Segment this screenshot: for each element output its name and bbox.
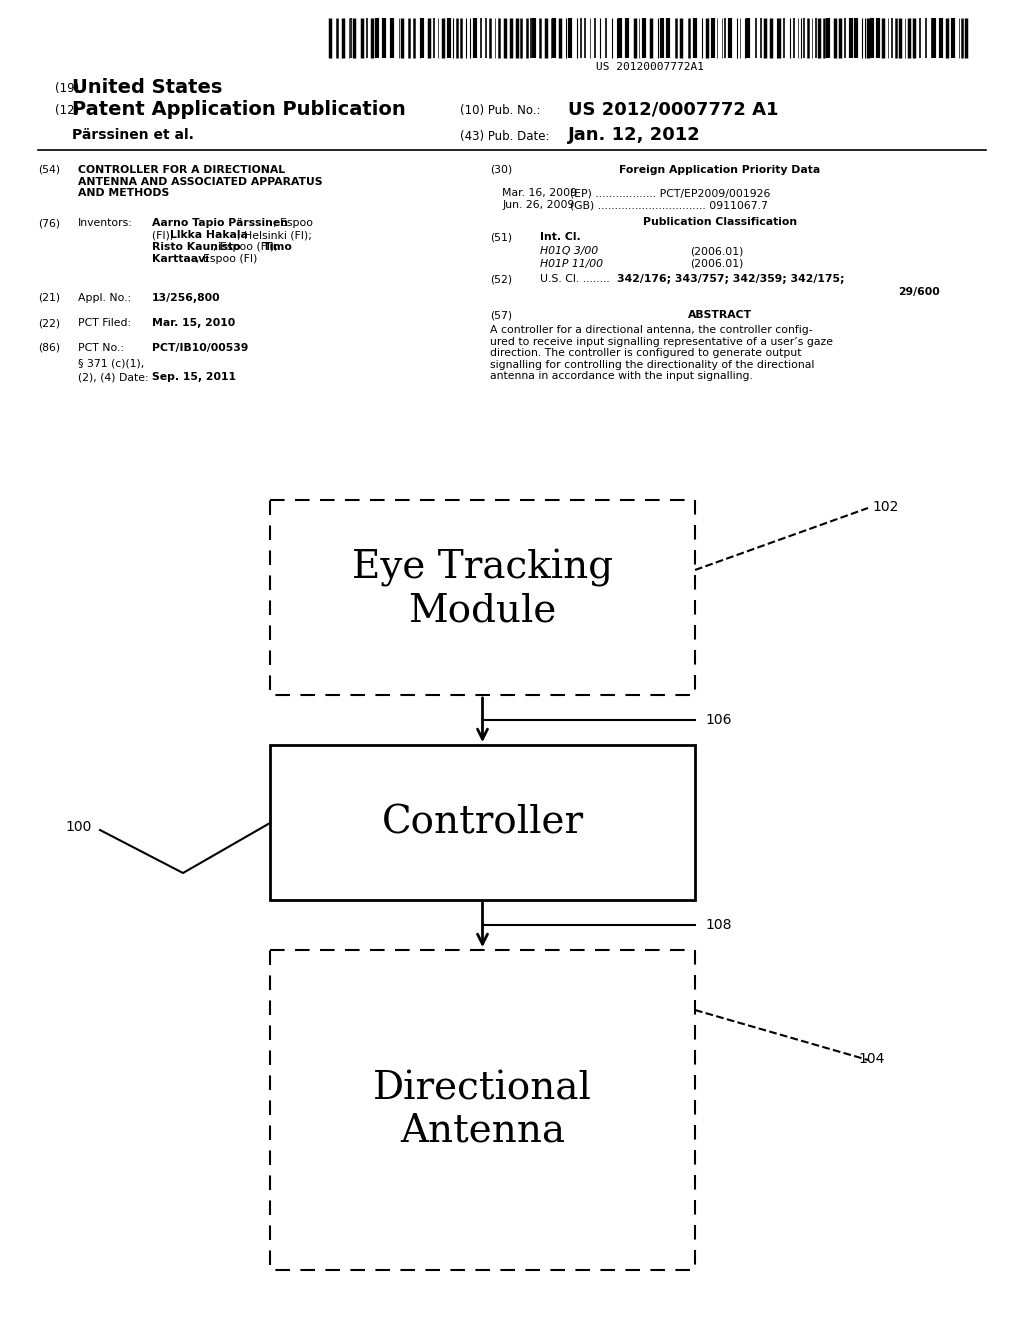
Text: (12): (12) <box>55 104 79 117</box>
Text: , Espoo: , Espoo <box>273 218 313 228</box>
Text: (EP) .................. PCT/EP2009/001926: (EP) .................. PCT/EP2009/00192… <box>570 187 770 198</box>
Text: (51): (51) <box>490 232 512 242</box>
Text: (21): (21) <box>38 293 60 304</box>
Text: (30): (30) <box>490 165 512 176</box>
Text: (22): (22) <box>38 318 60 327</box>
Text: Foreign Application Priority Data: Foreign Application Priority Data <box>620 165 820 176</box>
Text: Appl. No.:: Appl. No.: <box>78 293 131 304</box>
Text: H01P 11/00: H01P 11/00 <box>540 259 603 269</box>
Text: Eye Tracking
Module: Eye Tracking Module <box>352 549 613 630</box>
Text: United States: United States <box>72 78 222 96</box>
Text: 100: 100 <box>65 820 91 834</box>
Text: PCT No.:: PCT No.: <box>78 343 124 352</box>
Text: (76): (76) <box>38 218 60 228</box>
Text: H01Q 3/00: H01Q 3/00 <box>540 246 598 256</box>
Text: Directional
Antenna: Directional Antenna <box>373 1071 592 1150</box>
Text: Publication Classification: Publication Classification <box>643 216 797 227</box>
Text: PCT/IB10/00539: PCT/IB10/00539 <box>152 343 249 352</box>
Text: (86): (86) <box>38 343 60 352</box>
Text: , Helsinki (FI);: , Helsinki (FI); <box>237 230 312 240</box>
Bar <box>270 500 695 696</box>
Text: CONTROLLER FOR A DIRECTIONAL
ANTENNA AND ASSOCIATED APPARATUS
AND METHODS: CONTROLLER FOR A DIRECTIONAL ANTENNA AND… <box>78 165 323 198</box>
Text: 13/256,800: 13/256,800 <box>152 293 220 304</box>
Text: Karttaavi: Karttaavi <box>152 253 209 264</box>
Text: Controller: Controller <box>381 804 584 841</box>
Text: Patent Application Publication: Patent Application Publication <box>72 100 406 119</box>
Text: Llkka Hakala: Llkka Hakala <box>170 230 248 240</box>
Text: Jan. 12, 2012: Jan. 12, 2012 <box>568 125 700 144</box>
Text: (57): (57) <box>490 310 512 319</box>
Text: 342/176; 343/757; 342/359; 342/175;: 342/176; 343/757; 342/359; 342/175; <box>617 275 845 284</box>
Text: US 2012/0007772 A1: US 2012/0007772 A1 <box>568 100 778 117</box>
Text: (54): (54) <box>38 165 60 176</box>
Text: (2), (4) Date:: (2), (4) Date: <box>78 372 148 381</box>
Text: (19): (19) <box>55 82 79 95</box>
Text: 108: 108 <box>705 917 731 932</box>
Text: (43) Pub. Date:: (43) Pub. Date: <box>460 129 550 143</box>
Text: Mar. 16, 2009: Mar. 16, 2009 <box>502 187 577 198</box>
Text: , Espoo (FI);: , Espoo (FI); <box>213 242 282 252</box>
Text: 102: 102 <box>872 500 898 513</box>
Text: Pärssinen et al.: Pärssinen et al. <box>72 128 194 143</box>
Text: § 371 (c)(1),: § 371 (c)(1), <box>78 358 144 368</box>
Text: , Espoo (FI): , Espoo (FI) <box>196 253 257 264</box>
Text: (2006.01): (2006.01) <box>690 246 743 256</box>
Text: (2006.01): (2006.01) <box>690 259 743 269</box>
Text: (52): (52) <box>490 275 512 284</box>
Text: Jun. 26, 2009: Jun. 26, 2009 <box>502 201 574 210</box>
Text: 29/600: 29/600 <box>898 286 940 297</box>
Text: A controller for a directional antenna, the controller config-
ured to receive i: A controller for a directional antenna, … <box>490 325 833 381</box>
Text: 106: 106 <box>705 713 731 727</box>
Text: US 20120007772A1: US 20120007772A1 <box>596 62 705 73</box>
Text: Aarno Tapio Pärssinen: Aarno Tapio Pärssinen <box>152 218 288 228</box>
Text: (10) Pub. No.:: (10) Pub. No.: <box>460 104 541 117</box>
Text: (FI);: (FI); <box>152 230 177 240</box>
Text: PCT Filed:: PCT Filed: <box>78 318 131 327</box>
Bar <box>270 950 695 1270</box>
Text: Inventors:: Inventors: <box>78 218 133 228</box>
Text: Risto Kaunisto: Risto Kaunisto <box>152 242 241 252</box>
Bar <box>270 744 695 900</box>
Text: Mar. 15, 2010: Mar. 15, 2010 <box>152 318 236 327</box>
Text: (GB) ................................ 0911067.7: (GB) ................................ 09… <box>570 201 768 210</box>
Text: Timo: Timo <box>263 242 293 252</box>
Text: Sep. 15, 2011: Sep. 15, 2011 <box>152 372 236 381</box>
Text: ABSTRACT: ABSTRACT <box>688 310 752 319</box>
Text: U.S. Cl. ........: U.S. Cl. ........ <box>540 275 609 284</box>
Text: 104: 104 <box>858 1052 885 1067</box>
Text: Int. Cl.: Int. Cl. <box>540 232 581 242</box>
